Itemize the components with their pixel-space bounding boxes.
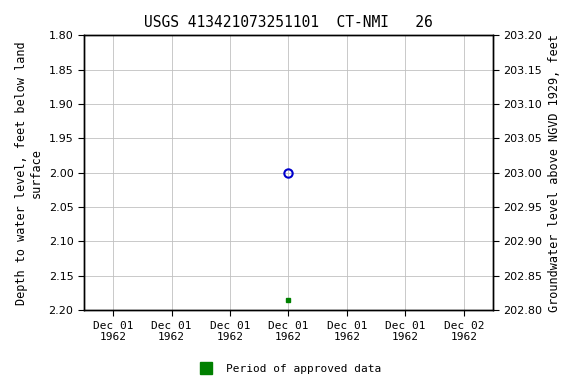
Title: USGS 413421073251101  CT-NMI   26: USGS 413421073251101 CT-NMI 26 bbox=[144, 15, 433, 30]
Y-axis label: Depth to water level, feet below land
surface: Depth to water level, feet below land su… bbox=[15, 41, 43, 305]
Legend: Period of approved data: Period of approved data bbox=[191, 359, 385, 379]
Y-axis label: Groundwater level above NGVD 1929, feet: Groundwater level above NGVD 1929, feet bbox=[548, 34, 561, 312]
